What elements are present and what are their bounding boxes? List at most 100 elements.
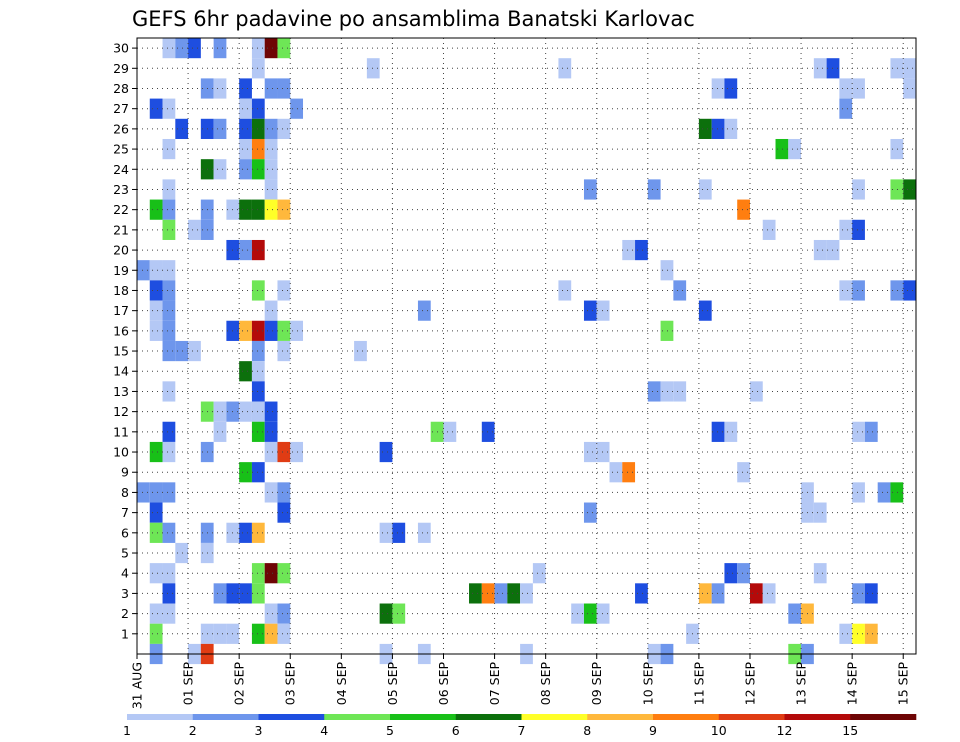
x-tick-label: 11 SEP <box>691 662 706 706</box>
heatmap-cell <box>213 583 227 604</box>
heatmap-cell <box>175 118 189 139</box>
heatmap-cell <box>162 583 176 604</box>
heatmap-cell <box>213 38 227 59</box>
heatmap-cell <box>698 583 712 604</box>
heatmap-cell <box>635 239 648 261</box>
heatmap-cell <box>737 462 750 483</box>
x-tick-label: 31 AUG <box>130 662 145 709</box>
x-tick-label: 01 SEP <box>181 662 196 706</box>
heatmap-cell <box>724 421 738 442</box>
y-tick-label: 1 <box>121 626 129 641</box>
heatmap-cell <box>277 502 291 523</box>
heatmap-cell <box>149 563 163 584</box>
heatmap-cell <box>724 78 738 99</box>
heatmap-cell <box>583 603 597 624</box>
heatmap-cell <box>392 603 406 624</box>
heatmap-cell <box>213 159 227 180</box>
heatmap-cell <box>354 340 367 362</box>
heatmap-cell <box>251 118 265 139</box>
legend-swatch <box>324 714 391 720</box>
heatmap-cell <box>162 98 176 119</box>
heatmap-cell <box>162 179 176 200</box>
heatmap-cell <box>277 340 291 362</box>
x-tick-label: 14 SEP <box>845 662 860 706</box>
heatmap-cell <box>903 58 916 79</box>
heatmap-cell <box>149 603 163 624</box>
y-tick-label: 19 <box>113 263 129 278</box>
heatmap-cell <box>251 623 265 644</box>
heatmap-cell <box>852 219 865 240</box>
heatmap-cell <box>264 401 278 422</box>
y-tick-label: 8 <box>121 485 129 500</box>
heatmap-cell <box>852 482 865 503</box>
heatmap-cell <box>251 320 265 341</box>
heatmap-cell <box>264 421 278 442</box>
legend-swatch <box>587 714 654 720</box>
heatmap-cell <box>149 260 163 281</box>
axes: 1234567891011121314151617181920212223242… <box>113 37 917 709</box>
heatmap-cell <box>162 199 176 220</box>
heatmap-cell <box>149 502 163 523</box>
heatmap-cell <box>864 583 878 604</box>
legend-label: 8 <box>583 723 591 738</box>
heatmap-cell <box>162 563 176 584</box>
heatmap-cell <box>162 38 176 59</box>
heatmap-cell <box>251 462 265 483</box>
heatmap-cell <box>660 260 674 281</box>
heatmap-cell <box>162 340 176 362</box>
heatmap-cell <box>392 522 406 543</box>
legend-label: 9 <box>649 723 657 738</box>
heatmap-cell <box>162 482 176 503</box>
heatmap-cell <box>188 340 201 362</box>
x-tick-label: 06 SEP <box>436 662 451 706</box>
heatmap-cell <box>162 603 176 624</box>
heatmap-cell <box>162 381 176 402</box>
heatmap-cell <box>290 98 304 119</box>
y-tick-label: 23 <box>113 182 129 197</box>
heatmap-cell <box>711 583 725 604</box>
heatmap-cell <box>737 563 750 584</box>
heatmap-cell <box>660 381 674 402</box>
heatmap-cell <box>749 583 763 604</box>
heatmap-cell <box>277 320 291 341</box>
heatmap-cell <box>277 482 291 503</box>
heatmap-cell <box>264 78 278 99</box>
heatmap-cell <box>711 118 725 139</box>
legend-swatch <box>127 714 194 720</box>
heatmap-cell <box>162 219 176 240</box>
heatmap-cell <box>813 239 827 261</box>
heatmap-cell <box>264 482 278 503</box>
heatmap-cell <box>277 623 291 644</box>
heatmap-cell <box>494 583 508 604</box>
heatmap-cell <box>673 280 687 301</box>
heatmap-cell <box>724 118 738 139</box>
heatmap-cell <box>379 441 393 463</box>
heatmap-cell <box>596 300 610 321</box>
heatmap-cell <box>264 199 278 220</box>
heatmap-cell <box>149 98 163 119</box>
heatmap-cell <box>277 441 291 463</box>
heatmap-cell <box>762 583 776 604</box>
heatmap-cell <box>149 482 163 503</box>
heatmap-cell <box>724 563 738 584</box>
heatmap-cell <box>213 623 227 644</box>
x-tick-label: 03 SEP <box>283 662 298 706</box>
heatmap-cell <box>864 421 878 442</box>
heatmap-cell <box>417 300 431 321</box>
heatmap-cell <box>264 300 278 321</box>
heatmap-cell <box>583 502 597 523</box>
y-tick-label: 3 <box>121 586 129 601</box>
heatmap-cell <box>251 563 265 584</box>
heatmap-cell <box>264 118 278 139</box>
heatmap-cell <box>239 522 252 543</box>
x-tick-label: 09 SEP <box>589 662 604 706</box>
heatmap-cell <box>852 179 865 200</box>
heatmap-cell <box>890 280 904 301</box>
heatmap-cell <box>788 603 802 624</box>
heatmap-cell <box>162 320 176 341</box>
heatmap-cell <box>213 421 227 442</box>
heatmap-cell <box>251 401 265 422</box>
heatmap-cell <box>239 199 252 220</box>
heatmap-cell <box>903 179 916 200</box>
heatmap-cell <box>239 159 252 180</box>
